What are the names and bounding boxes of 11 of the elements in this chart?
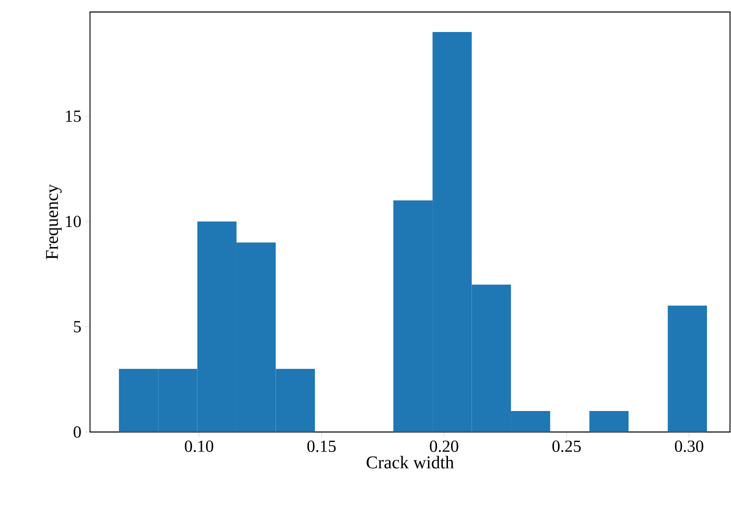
x-tick-label: 0.25 xyxy=(552,440,581,452)
x-tick-label: 0.10 xyxy=(184,440,214,452)
y-tick-label: 5 xyxy=(74,321,81,332)
x-tick-label: 0.15 xyxy=(307,440,336,452)
y-tick-label: 15 xyxy=(66,110,81,122)
x-tick-label: 0.30 xyxy=(674,440,704,452)
y-axis-title: Frequency xyxy=(46,184,62,260)
x-tick-label: 0.20 xyxy=(430,440,458,452)
x-axis-title: Crack width xyxy=(366,456,454,468)
y-tick-label: 0 xyxy=(74,426,81,438)
y-tick-label: 10 xyxy=(66,216,81,228)
